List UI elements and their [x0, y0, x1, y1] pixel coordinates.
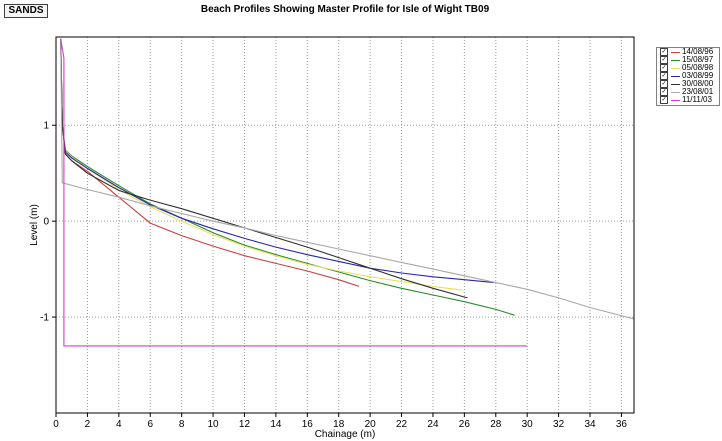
- legend-label: 11/11/03: [682, 95, 712, 104]
- legend-item-2[interactable]: ✓ 05/08/98: [657, 64, 719, 72]
- legend-swatch: [671, 75, 680, 77]
- legend-checkbox[interactable]: ✓: [660, 48, 668, 56]
- x-tick-label: 14: [270, 419, 282, 430]
- y-tick-label: -1: [40, 313, 49, 324]
- series-line-4: [60, 38, 468, 299]
- x-axis-ticks: 0 2 4 6 8 10 12 14 16 18 20 22 24 26 28 30 32 34 36: [53, 413, 627, 430]
- legend-item-5[interactable]: ✓ 23/08/01: [657, 88, 719, 96]
- legend-item-4[interactable]: ✓ 30/08/00: [657, 80, 719, 88]
- legend-label: 14/08/96: [682, 47, 714, 56]
- x-tick-label: 20: [365, 419, 377, 430]
- x-tick-label: 16: [302, 419, 314, 430]
- legend-item-3[interactable]: ✓ 03/08/99: [657, 72, 719, 80]
- legend-swatch: [671, 83, 680, 85]
- legend-checkbox[interactable]: ✓: [660, 80, 668, 88]
- x-tick-label: 30: [522, 419, 534, 430]
- x-tick-label: 12: [239, 419, 251, 430]
- legend-checkbox[interactable]: ✓: [660, 96, 668, 104]
- legend-swatch: [671, 51, 680, 53]
- x-tick-label: 36: [616, 419, 628, 430]
- x-tick-label: 6: [147, 419, 153, 430]
- x-tick-label: 8: [179, 419, 185, 430]
- legend-label: 30/08/00: [682, 79, 714, 88]
- series-lines: [60, 38, 635, 347]
- x-tick-label: 26: [459, 419, 471, 430]
- legend-swatch: [671, 99, 680, 101]
- legend-checkbox[interactable]: ✓: [660, 64, 668, 72]
- y-tick-label: 0: [43, 217, 49, 228]
- legend-swatch: [671, 67, 680, 69]
- legend-label: 03/08/99: [682, 71, 714, 80]
- series-line-5: [60, 38, 635, 320]
- legend-item-0[interactable]: ✓ 14/08/96: [657, 48, 719, 56]
- legend: ✓ 14/08/96 ✓ 15/08/97 ✓ 05/08/98 ✓ 03/08/99 ✓ 30/…: [656, 47, 720, 106]
- legend-item-6[interactable]: ✓ 11/11/03: [657, 96, 719, 104]
- x-tick-label: 22: [396, 419, 408, 430]
- x-tick-label: 34: [584, 419, 596, 430]
- plot-frame: [55, 36, 635, 414]
- y-axis-ticks: 1 0 -1: [40, 121, 56, 324]
- x-tick-label: 28: [490, 419, 502, 430]
- series-line-1: [60, 38, 515, 316]
- legend-checkbox[interactable]: ✓: [660, 56, 668, 64]
- x-tick-label: 2: [85, 419, 91, 430]
- plot-area: [56, 37, 634, 413]
- sands-badge[interactable]: SANDS: [4, 4, 48, 18]
- legend-swatch: [671, 59, 680, 61]
- series-line-3: [60, 38, 495, 284]
- grid-lines: [56, 37, 634, 413]
- legend-label: 15/08/97: [682, 55, 714, 64]
- y-tick-label: 1: [43, 121, 49, 132]
- chart-title: Beach Profiles Showing Master Profile fo…: [200, 4, 490, 15]
- x-tick-label: 32: [553, 419, 565, 430]
- series-line-6: [60, 38, 528, 347]
- legend-checkbox[interactable]: ✓: [660, 72, 668, 80]
- series-line-2: [60, 38, 463, 291]
- x-tick-label: 4: [116, 419, 122, 430]
- legend-label: 23/08/01: [682, 87, 714, 96]
- legend-label: 05/08/98: [682, 63, 714, 72]
- x-tick-label: 18: [333, 419, 345, 430]
- x-tick-label: 10: [208, 419, 220, 430]
- y-axis-title: Level (m): [29, 204, 40, 246]
- x-tick-label: 24: [427, 419, 439, 430]
- legend-item-1[interactable]: ✓ 15/08/97: [657, 56, 719, 64]
- x-tick-label: 0: [53, 419, 59, 430]
- x-axis-title: Chainage (m): [315, 429, 376, 440]
- legend-checkbox[interactable]: ✓: [660, 88, 668, 96]
- legend-swatch: [671, 91, 680, 93]
